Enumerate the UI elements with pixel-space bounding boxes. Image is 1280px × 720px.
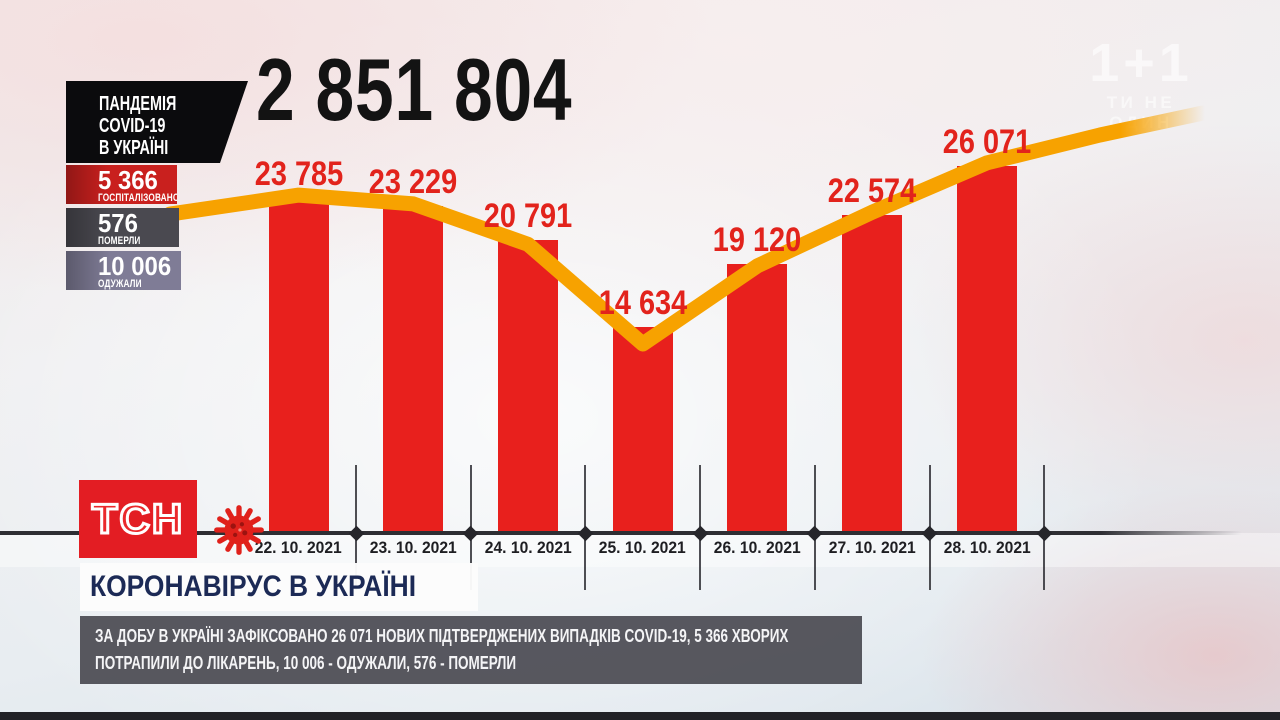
tsn-logo: ТСН xyxy=(79,480,197,558)
bar xyxy=(612,326,673,533)
news-ticker: ЗА ДОБУ В УКРАЇНІ ЗАФІКСОВАНО 26 071 НОВ… xyxy=(80,616,862,684)
bar-value-label: 23 229 xyxy=(369,162,458,201)
date-axis-label: 22. 10. 2021 xyxy=(255,538,343,557)
trend-line xyxy=(162,105,1211,352)
bottom-strip xyxy=(0,712,1280,720)
hospitalized-stat-box: 5 366 ГОСПІТАЛІЗОВАНО xyxy=(66,165,177,204)
date-axis-label: 24. 10. 2021 xyxy=(484,538,572,557)
total-cases-count: 2 851 804 xyxy=(256,40,573,139)
pandemic-panel: ПАНДЕМІЯ COVID-19 В УКРАЇНІ xyxy=(66,81,248,163)
bar-value-label: 14 634 xyxy=(598,283,687,322)
date-axis-label: 26. 10. 2021 xyxy=(713,538,801,557)
bar xyxy=(956,165,1017,533)
ticker-line: ПОТРАПИЛИ ДО ЛІКАРЕНЬ, 10 006 - ОДУЖАЛИ,… xyxy=(95,653,517,673)
bar xyxy=(727,263,788,533)
deaths-stat-box: 576 ПОМЕРЛИ xyxy=(66,208,179,247)
bar-value-label: 26 071 xyxy=(942,122,1032,161)
recovered-label: ОДУЖАЛИ xyxy=(98,278,142,290)
deaths-value: 576 xyxy=(98,208,138,238)
hospitalized-label: ГОСПІТАЛІЗОВАНО xyxy=(98,192,177,204)
bar xyxy=(383,205,444,533)
recovered-value: 10 006 xyxy=(98,251,172,281)
pandemic-panel-line: В УКРАЇНІ xyxy=(99,137,169,159)
hospitalized-value: 5 366 xyxy=(98,165,158,195)
bar xyxy=(498,240,559,533)
bar-value-label: 22 574 xyxy=(827,172,917,211)
headline-banner: КОРОНАВІРУС В УКРАЇНІ xyxy=(80,563,478,611)
virus-icon xyxy=(214,505,264,555)
date-axis-band xyxy=(0,533,1280,567)
oneplusone-logo: 1+1 xyxy=(1089,33,1193,93)
date-axis-label: 27. 10. 2021 xyxy=(828,538,916,557)
bar-value-label: 19 120 xyxy=(713,220,802,259)
bar-value-label: 20 791 xyxy=(483,197,573,236)
date-axis-label: 25. 10. 2021 xyxy=(599,538,687,557)
tsn-logo-text: ТСН xyxy=(90,494,185,544)
x-axis-line xyxy=(0,531,1280,535)
deaths-label: ПОМЕРЛИ xyxy=(98,235,141,247)
bar xyxy=(268,198,329,533)
bar-value-label: 23 785 xyxy=(254,155,343,194)
recovered-stat-box: 10 006 ОДУЖАЛИ xyxy=(66,251,181,290)
pandemic-panel-line: COVID-19 xyxy=(99,115,166,137)
ticker-line: ЗА ДОБУ В УКРАЇНІ ЗАФІКСОВАНО 26 071 НОВ… xyxy=(95,626,789,646)
headline-text: КОРОНАВІРУС В УКРАЇНІ xyxy=(90,570,417,603)
pandemic-panel-line: ПАНДЕМІЯ xyxy=(99,93,177,115)
date-axis-label: 28. 10. 2021 xyxy=(943,538,1031,557)
bar xyxy=(842,215,903,533)
date-axis-label: 23. 10. 2021 xyxy=(369,538,457,557)
